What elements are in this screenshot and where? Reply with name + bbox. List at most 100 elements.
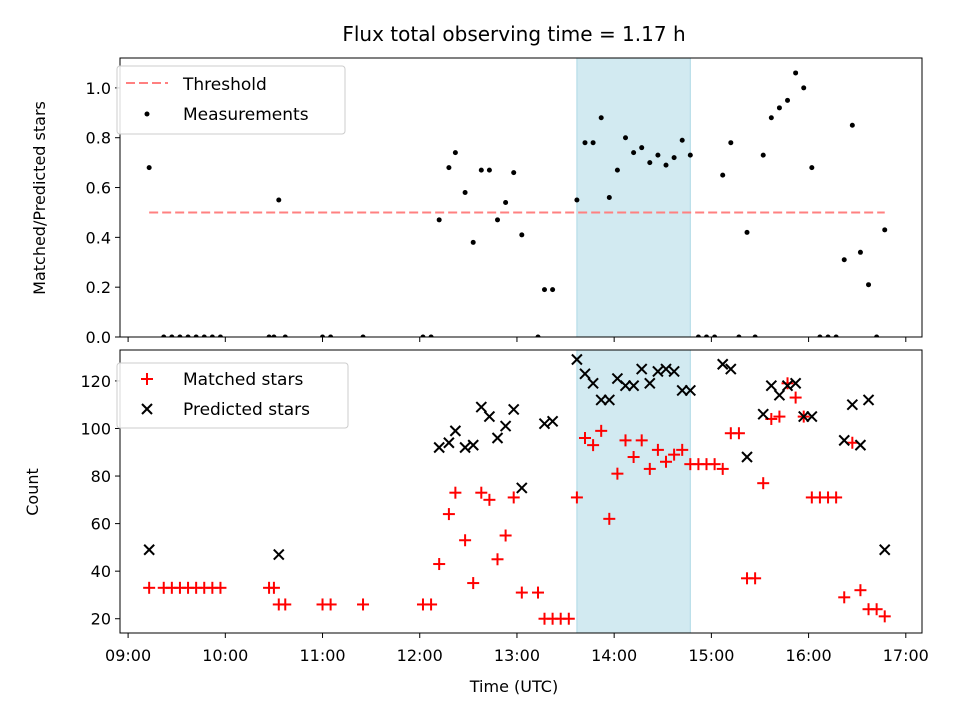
measurements-point [785, 97, 791, 103]
matched-stars-point [433, 558, 446, 571]
bottom-legend-predicted-swatch [141, 403, 153, 415]
matched-stars-point [143, 581, 156, 594]
predicted-stars-point [459, 441, 471, 454]
predicted-stars-point [757, 408, 769, 420]
y-tick-label: 0.0 [86, 328, 111, 347]
predicted-stars-point [838, 434, 850, 447]
predicted-stars-point [143, 544, 155, 556]
top-legend: Threshold Measurements [116, 65, 346, 135]
measurements-point [793, 70, 799, 76]
x-tick-label: 12:00 [397, 646, 443, 665]
predicted-stars-point [546, 415, 559, 428]
measurements-point [760, 152, 766, 158]
matched-stars-point [562, 612, 575, 625]
predicted-stars-point [467, 439, 479, 451]
matched-stars-point [830, 491, 843, 504]
x-tick-label: 10:00 [202, 646, 248, 665]
measurements-point [161, 334, 167, 337]
bottom-panel: 20 40 60 80 100 120 09:00 10:00 11:00 12:00 13:00… [23, 349, 929, 696]
bottom-legend-matched-swatch [141, 373, 153, 385]
measurements-point [201, 334, 207, 337]
matched-stars-point [708, 458, 721, 471]
measurements-point [833, 334, 839, 337]
measurements-point [266, 334, 272, 337]
top-x-axis [127, 337, 907, 342]
matched-stars-point [267, 581, 280, 594]
matched-stars-point [676, 443, 689, 456]
matched-stars-point [846, 436, 859, 449]
measurements-point [320, 334, 326, 337]
matched-stars-point [716, 462, 729, 475]
measurements-point [486, 167, 492, 173]
measurements-point [428, 334, 434, 337]
measurements-point [535, 334, 541, 337]
matched-stars-point [611, 467, 624, 480]
predicted-stars-point [789, 377, 802, 390]
measurements-point [446, 165, 452, 171]
matched-stars-point [595, 424, 608, 437]
measurements-point [882, 227, 888, 233]
chart-title: Flux total observing time = 1.17 h [342, 22, 685, 46]
y-tick-label: 20 [91, 610, 111, 629]
top-y-axis-label: Matched/Predicted stars [30, 101, 49, 295]
y-tick-label: 120 [80, 372, 111, 391]
measurements-point [420, 334, 426, 337]
y-tick-label: 40 [91, 562, 111, 581]
matched-stars-point [483, 493, 496, 506]
predicted-stars-point [854, 439, 867, 451]
top-y-axis: 0.0 0.2 0.4 0.6 0.8 1.0 [86, 79, 120, 347]
predicted-stars-point [806, 410, 818, 423]
predicted-stars-point [508, 403, 520, 416]
y-tick-label: 0.8 [86, 129, 111, 148]
measurements-point [817, 334, 823, 337]
matched-stars-point [773, 410, 786, 423]
predicted-stars-point [798, 410, 810, 423]
measurements-point [623, 135, 629, 141]
predicted-stars-point [781, 379, 794, 392]
predicted-stars-point [862, 394, 875, 406]
matched-stars-point [635, 434, 648, 447]
measurements-point [631, 150, 637, 156]
matched-stars-point [838, 591, 851, 604]
measurements-point [663, 162, 669, 168]
top-highlight-span [576, 57, 691, 338]
matched-stars-point [459, 534, 472, 547]
measurements-point [276, 197, 282, 203]
predicted-stars-point [491, 432, 504, 444]
measurements-point [639, 145, 645, 151]
matched-stars-point [587, 439, 600, 452]
predicted-stars-point [499, 420, 512, 432]
x-tick-label: 13:00 [494, 646, 540, 665]
predicted-stars-point [475, 401, 488, 413]
y-tick-label: 1.0 [86, 79, 111, 98]
matched-stars-point [627, 451, 640, 464]
predicted-stars-point [449, 425, 462, 437]
top-plot-area [146, 70, 888, 337]
predicted-stars-point [483, 410, 496, 423]
measurements-point [217, 334, 223, 337]
measurements-point [809, 165, 815, 171]
matched-stars-point [425, 598, 438, 611]
measurements-point [712, 334, 718, 337]
predicted-stars-point [879, 544, 891, 556]
bottom-y-axis-label: Count [23, 468, 42, 516]
predicted-stars-point [595, 394, 607, 406]
matched-stars-point [515, 586, 528, 599]
top-legend-measurements-label: Measurements [183, 105, 309, 125]
measurements-point [590, 140, 596, 146]
y-tick-label: 100 [80, 419, 111, 438]
matched-stars-point [668, 448, 681, 461]
bottom-legend-box [116, 362, 349, 429]
measurements-point [574, 197, 580, 203]
predicted-stars-point [273, 548, 285, 561]
measurements-point [582, 140, 588, 146]
matched-stars-point [854, 584, 867, 597]
predicted-stars-point [668, 365, 680, 378]
matched-stars-point [507, 491, 520, 504]
predicted-stars-point [676, 384, 688, 397]
y-tick-label: 0.6 [86, 179, 111, 198]
measurements-point [478, 167, 484, 173]
measurements-point [744, 229, 750, 235]
bottom-x-axis: 09:00 10:00 11:00 12:00 13:00 14:00 15:00 16:00… [105, 633, 929, 665]
